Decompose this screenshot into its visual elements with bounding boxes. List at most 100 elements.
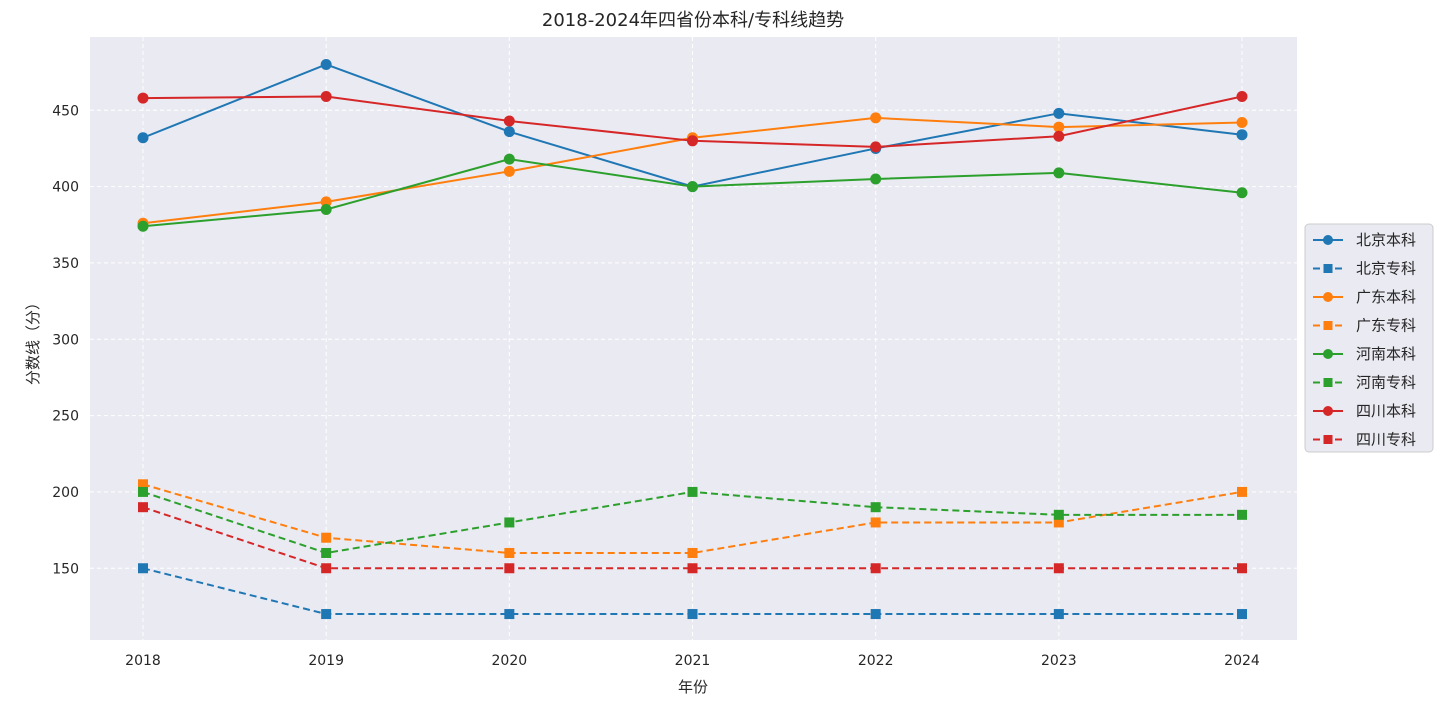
legend-label: 北京本科 bbox=[1356, 231, 1416, 249]
legend-label: 河南专科 bbox=[1356, 374, 1416, 392]
data-point bbox=[504, 517, 515, 528]
legend-marker bbox=[1323, 406, 1333, 416]
x-tick-label: 2018 bbox=[125, 653, 161, 669]
data-point bbox=[1053, 121, 1065, 133]
data-point bbox=[503, 115, 515, 127]
data-point bbox=[1053, 130, 1065, 142]
legend-marker bbox=[1323, 321, 1333, 330]
data-point bbox=[138, 563, 148, 574]
series-1 bbox=[138, 563, 1247, 620]
series-7 bbox=[138, 502, 1247, 574]
data-point bbox=[1053, 167, 1065, 179]
x-tick-label: 2021 bbox=[675, 653, 711, 669]
data-point bbox=[137, 220, 149, 232]
data-point bbox=[320, 204, 332, 216]
legend-item: 河南本科 bbox=[1313, 345, 1416, 363]
data-point bbox=[870, 141, 882, 153]
data-point bbox=[870, 173, 882, 185]
data-point bbox=[320, 58, 332, 70]
legend-item: 河南专科 bbox=[1313, 374, 1416, 392]
legend-label: 河南本科 bbox=[1356, 345, 1416, 363]
legend-label: 广东本科 bbox=[1356, 288, 1416, 306]
y-tick-label: 250 bbox=[52, 409, 79, 425]
series-6 bbox=[137, 91, 1248, 153]
series-4 bbox=[137, 153, 1248, 232]
data-point bbox=[1237, 509, 1247, 520]
data-point bbox=[1053, 563, 1064, 574]
data-point bbox=[504, 563, 515, 574]
data-point bbox=[320, 91, 332, 103]
data-point bbox=[1236, 129, 1248, 141]
legend-label: 广东专科 bbox=[1356, 317, 1416, 335]
legend-label: 北京专科 bbox=[1356, 260, 1416, 278]
data-point bbox=[870, 502, 881, 513]
chart-title: 2018-2024年四省份本科/专科线趋势 bbox=[542, 10, 844, 31]
series-5 bbox=[138, 486, 1247, 558]
legend-item: 广东专科 bbox=[1313, 317, 1416, 335]
legend-item: 北京专科 bbox=[1313, 260, 1416, 278]
legend-marker bbox=[1323, 292, 1333, 302]
legend-marker bbox=[1323, 349, 1333, 359]
data-point bbox=[320, 196, 332, 208]
data-point bbox=[503, 165, 515, 177]
data-point bbox=[870, 517, 881, 528]
data-point bbox=[687, 135, 698, 147]
y-tick-label: 150 bbox=[52, 561, 79, 577]
legend-box bbox=[1304, 223, 1434, 453]
data-point bbox=[870, 609, 881, 620]
x-tick-label: 2023 bbox=[1041, 653, 1077, 669]
data-point bbox=[503, 153, 515, 165]
data-point bbox=[687, 563, 698, 574]
legend-item: 四川本科 bbox=[1313, 402, 1416, 420]
data-point bbox=[321, 563, 332, 574]
data-point bbox=[137, 92, 149, 104]
series-3 bbox=[138, 479, 1247, 558]
data-point bbox=[1236, 91, 1248, 103]
y-axis-label: 分数线（分） bbox=[24, 295, 42, 385]
data-point bbox=[1237, 609, 1247, 620]
data-point bbox=[1053, 609, 1064, 620]
series-group bbox=[137, 58, 1248, 620]
data-point bbox=[687, 181, 698, 193]
legend-label: 四川专科 bbox=[1356, 431, 1416, 449]
data-point bbox=[1237, 486, 1247, 497]
y-tick-label: 300 bbox=[52, 332, 79, 348]
data-point bbox=[1053, 107, 1065, 119]
data-point bbox=[503, 126, 515, 138]
y-tick-label: 200 bbox=[52, 485, 79, 501]
data-point bbox=[687, 486, 698, 497]
x-axis-label: 年份 bbox=[678, 678, 708, 696]
data-point bbox=[138, 486, 148, 497]
y-tick-label: 400 bbox=[52, 180, 79, 196]
data-point bbox=[1053, 517, 1064, 528]
y-tick-label: 350 bbox=[52, 256, 79, 272]
legend-item: 广东本科 bbox=[1313, 288, 1416, 306]
data-point bbox=[138, 479, 148, 490]
legend-label: 四川本科 bbox=[1356, 402, 1416, 420]
legend-marker bbox=[1323, 264, 1333, 273]
x-tick-label: 2020 bbox=[492, 653, 528, 669]
data-point bbox=[870, 563, 881, 574]
data-point bbox=[504, 609, 515, 620]
data-point bbox=[1237, 563, 1247, 574]
legend-marker bbox=[1323, 378, 1333, 387]
legend-item: 四川专科 bbox=[1313, 431, 1416, 449]
y-tick-label: 450 bbox=[52, 103, 79, 119]
data-point bbox=[504, 547, 515, 558]
x-tick-label: 2022 bbox=[858, 653, 894, 669]
legend-marker bbox=[1323, 235, 1333, 245]
data-point bbox=[1236, 187, 1248, 199]
data-point bbox=[870, 112, 882, 124]
data-point bbox=[137, 132, 149, 144]
x-tick-label: 2019 bbox=[308, 653, 344, 669]
data-point bbox=[1053, 509, 1064, 520]
data-point bbox=[687, 547, 698, 558]
axis-ticks: 2018 2019 2020 2021 2022 2023 2024 150 200 250 300… bbox=[52, 103, 1260, 669]
data-point bbox=[321, 547, 332, 558]
legend-marker bbox=[1323, 435, 1333, 444]
data-point bbox=[321, 532, 332, 543]
data-point bbox=[687, 609, 698, 620]
x-tick-label: 2024 bbox=[1224, 653, 1260, 669]
